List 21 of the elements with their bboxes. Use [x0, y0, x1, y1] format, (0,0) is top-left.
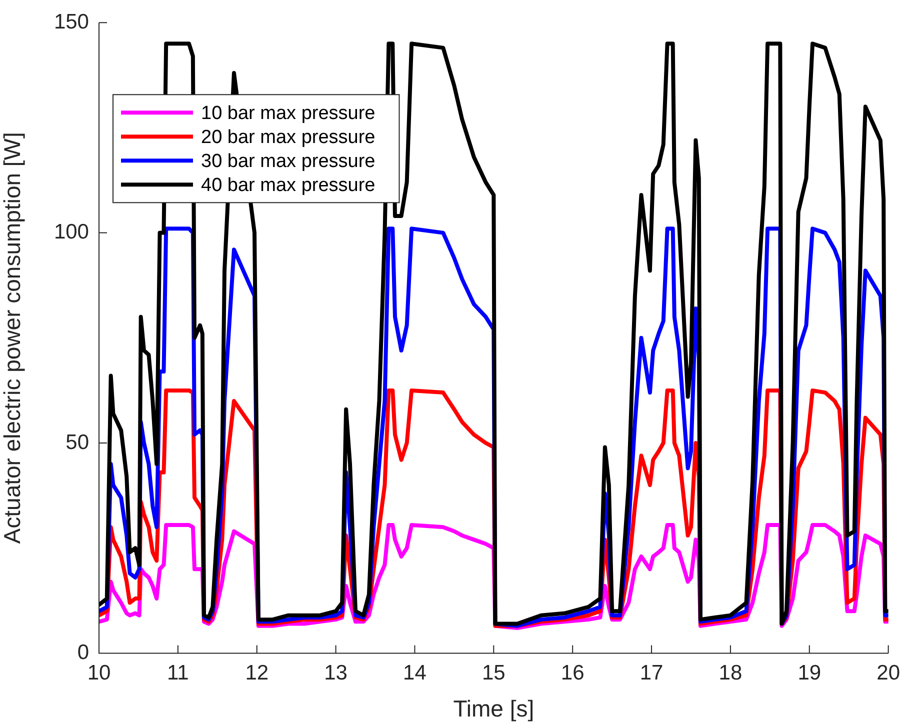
- y-axis-title: Actuator electric power consumption [W]: [0, 132, 26, 544]
- y-tick-label: 50: [66, 430, 89, 454]
- x-tick-label: 12: [245, 662, 269, 685]
- x-tick-label: 14: [403, 662, 427, 685]
- x-tick-label: 11: [167, 662, 189, 685]
- legend-label: 40 bar max pressure: [201, 174, 376, 196]
- legend-label: 30 bar max pressure: [201, 150, 376, 172]
- legend-label: 10 bar max pressure: [201, 102, 376, 124]
- x-tick-label: 10: [87, 662, 111, 685]
- x-tick-label: 15: [482, 662, 506, 685]
- y-tick-label: 100: [54, 220, 89, 244]
- legend-label: 20 bar max pressure: [201, 126, 376, 148]
- x-tick-label: 13: [324, 662, 348, 685]
- x-tick-label: 17: [640, 662, 664, 685]
- x-tick-label: 19: [798, 662, 822, 685]
- x-tick-label: 20: [876, 662, 900, 685]
- x-tick-label: 18: [718, 662, 742, 685]
- x-axis-title: Time [s]: [453, 696, 534, 722]
- x-tick-label: 16: [560, 662, 584, 685]
- y-tick-label: 0: [77, 640, 89, 664]
- y-tick-label: 150: [54, 10, 89, 34]
